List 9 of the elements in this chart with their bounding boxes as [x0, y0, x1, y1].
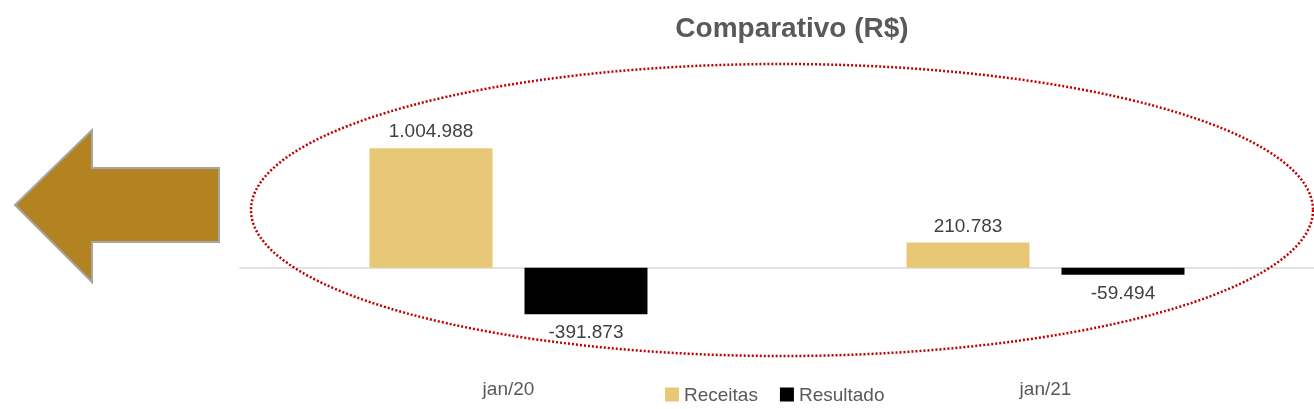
legend-label: Resultado: [798, 384, 885, 405]
data-label: 1.004.988: [388, 120, 474, 142]
data-label: -391.873: [548, 321, 624, 343]
chart-title: Comparativo (R$): [675, 11, 909, 43]
legend-label: Receitas: [684, 384, 758, 405]
data-label: -59.494: [1090, 281, 1156, 303]
x-tick-label: jan/21: [1018, 378, 1072, 399]
x-tick-label: jan/20: [481, 378, 535, 399]
data-label: 210.783: [933, 214, 1003, 236]
